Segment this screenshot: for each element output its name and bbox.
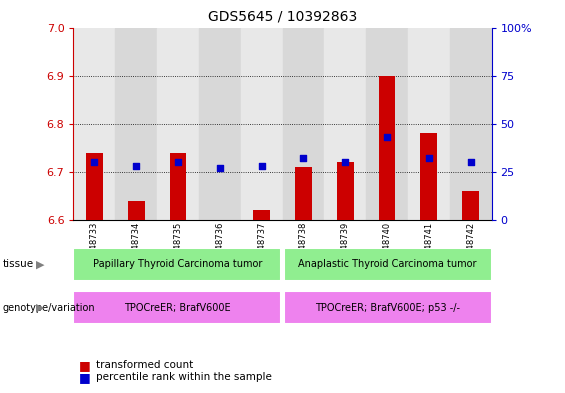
Text: TPOCreER; BrafV600E: TPOCreER; BrafV600E (124, 303, 231, 312)
Point (341, 159, 350, 165)
Bar (157, 28, 199, 220)
Text: ▶: ▶ (36, 303, 45, 312)
Bar (73, 28, 115, 220)
Text: genotype/variation: genotype/variation (3, 303, 95, 312)
Point (466, 159, 475, 165)
Title: GDS5645 / 10392863: GDS5645 / 10392863 (208, 9, 357, 24)
Bar (366, 28, 408, 220)
Point (257, 163, 266, 169)
Text: tissue: tissue (3, 259, 34, 269)
Point (173, 159, 182, 165)
Point (132, 163, 141, 169)
Text: transformed count: transformed count (96, 360, 193, 371)
Bar (170, 152, 186, 220)
Point (424, 155, 433, 162)
Bar (295, 167, 312, 220)
Bar (128, 201, 145, 220)
Text: Papillary Thyroid Carcinoma tumor: Papillary Thyroid Carcinoma tumor (93, 259, 262, 269)
Text: ■: ■ (79, 371, 91, 384)
Bar (462, 191, 479, 220)
Bar (450, 28, 492, 220)
Bar (337, 162, 354, 220)
Bar (379, 75, 395, 220)
Bar (199, 28, 241, 220)
Bar (282, 28, 324, 220)
Bar (324, 28, 366, 220)
Bar (115, 28, 157, 220)
Text: ▶: ▶ (36, 259, 45, 269)
Text: Anaplastic Thyroid Carcinoma tumor: Anaplastic Thyroid Carcinoma tumor (298, 259, 477, 269)
Text: ■: ■ (79, 359, 91, 372)
Point (90, 159, 99, 165)
Text: percentile rank within the sample: percentile rank within the sample (96, 372, 272, 382)
Bar (408, 28, 450, 220)
Bar (86, 152, 103, 220)
Point (215, 165, 224, 171)
Text: TPOCreER; BrafV600E; p53 -/-: TPOCreER; BrafV600E; p53 -/- (315, 303, 460, 312)
Bar (241, 28, 282, 220)
Point (299, 155, 308, 162)
Bar (253, 210, 270, 220)
Bar (420, 133, 437, 220)
Point (383, 134, 392, 140)
